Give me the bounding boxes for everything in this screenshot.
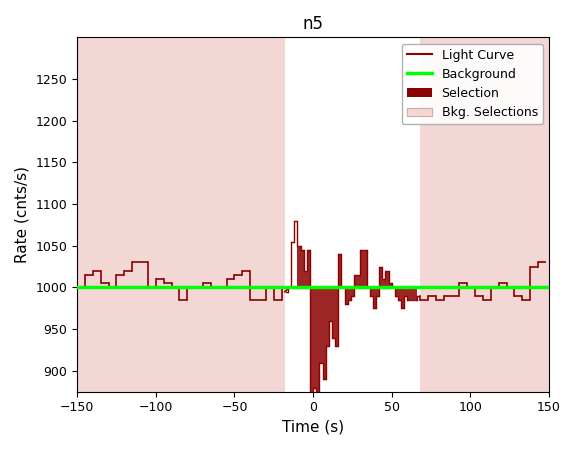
Bar xyxy=(77,37,285,392)
Legend: Light Curve, Background, Selection, Bkg. Selections: Light Curve, Background, Selection, Bkg.… xyxy=(401,44,543,124)
Y-axis label: Rate (cnts/s): Rate (cnts/s) xyxy=(15,166,30,263)
Bar xyxy=(420,37,549,392)
X-axis label: Time (s): Time (s) xyxy=(282,420,344,435)
Title: n5: n5 xyxy=(302,15,324,33)
